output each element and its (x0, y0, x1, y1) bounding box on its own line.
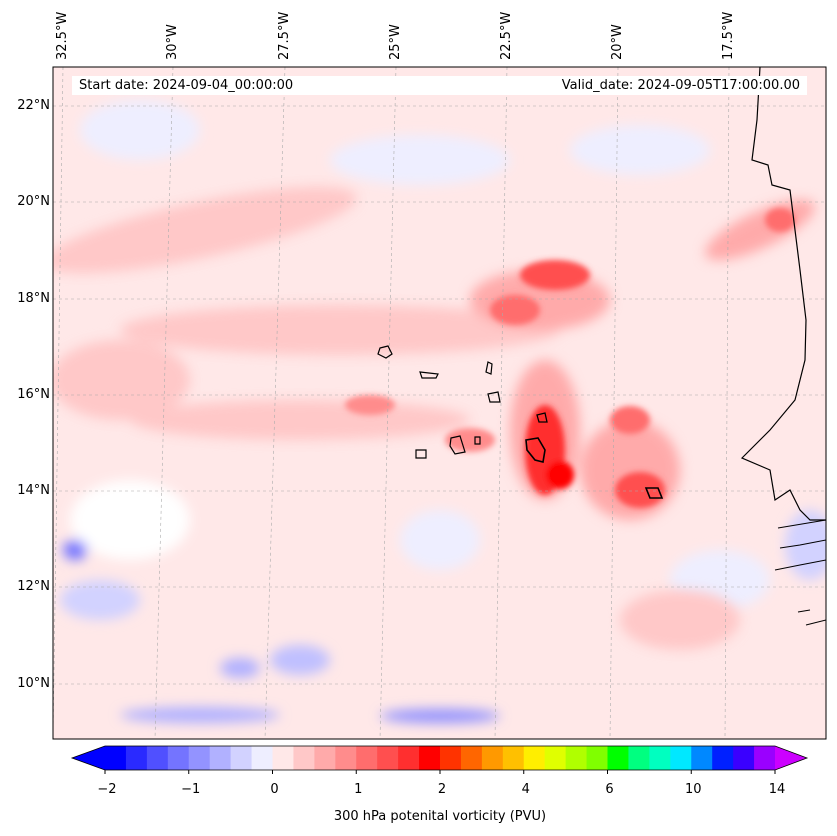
colorbar-tick-label: 6 (605, 782, 614, 797)
colorbar-swatch (712, 746, 734, 770)
lat-label-20n: 20°N (17, 194, 50, 209)
colorbar-swatch (105, 746, 127, 770)
lon-label-32-5w: 32.5°W (55, 11, 70, 60)
colorbar-swatch (691, 746, 713, 770)
colorbar-swatch (586, 746, 608, 770)
colorbar-tick-label: 1 (354, 782, 363, 797)
lon-label-17-5w: 17.5°W (721, 11, 736, 60)
colorbar-swatch (356, 746, 378, 770)
colorbar-swatch (209, 746, 232, 770)
colorbar-tick-label: −1 (181, 782, 201, 797)
lat-label-22n: 22°N (17, 98, 50, 113)
lon-label-20w: 20°W (610, 24, 625, 60)
colorbar-swatch (272, 746, 294, 770)
colorbar-swatch (733, 746, 755, 770)
colorbar-tick-label: 2 (437, 782, 447, 797)
lat-label-12n: 12°N (17, 579, 50, 594)
lat-label-14n: 14°N (17, 483, 50, 498)
valid-date-text: Valid_date: 2024-09-05T17:00:00.00 (561, 78, 800, 93)
colorbar-swatch (670, 746, 692, 770)
colorbar-swatch (754, 746, 776, 770)
colorbar-swatch (125, 746, 148, 770)
colorbar-swatch (419, 746, 441, 770)
lon-label-27-5w: 27.5°W (277, 11, 292, 60)
colorbar-swatch (335, 746, 357, 770)
colorbar-swatch (293, 746, 315, 770)
colorbar-swatch (188, 746, 211, 770)
colorbar-swatch (481, 746, 504, 770)
colorbar-swatch (502, 746, 525, 770)
colorbar-swatch (251, 746, 273, 770)
colorbar-swatch (314, 746, 336, 770)
map-frame (52, 66, 827, 740)
lon-label-25w: 25°W (388, 24, 403, 60)
colorbar-swatch (167, 746, 190, 770)
coastlines (377, 67, 826, 626)
colorbar-swatch (398, 746, 420, 770)
colorbar-swatch (377, 746, 399, 770)
lon-label-30w: 30°W (165, 24, 180, 60)
lon-label-22-5w: 22.5°W (499, 11, 514, 60)
colorbar-swatch (146, 746, 169, 770)
colorbar-swatch (565, 746, 588, 770)
date-header: Start date: 2024-09-04_00:00:00 Valid_da… (72, 76, 807, 95)
start-date-text: Start date: 2024-09-04_00:00:00 (79, 78, 294, 93)
colorbar-tick-label: 14 (768, 782, 786, 797)
gridlines (53, 67, 826, 739)
colorbar-swatch (628, 746, 650, 770)
lat-label-18n: 18°N (17, 291, 50, 306)
colorbar-extend-max (775, 746, 807, 770)
colorbar-tick-label: 0 (270, 782, 279, 797)
colorbar-swatch (460, 746, 483, 770)
colorbar-tick-label: 10 (684, 782, 702, 797)
pv-high-regions (53, 186, 815, 650)
colorbar-swatch (649, 746, 671, 770)
colorbar-extend-min (72, 746, 105, 770)
colorbar-swatch (607, 746, 629, 770)
colorbar-swatch (523, 746, 546, 770)
colorbar-swatch (230, 746, 253, 770)
colorbar-swatch (544, 746, 567, 770)
lat-label-10n: 10°N (17, 676, 50, 691)
colorbar-tick-label: 4 (521, 782, 530, 797)
map-plot-area (53, 67, 826, 739)
colorbar-label: 300 hPa potenital vorticity (PVU) (333, 809, 547, 824)
colorbar-tick-label: −2 (97, 782, 117, 797)
colorbar-swatch (440, 746, 462, 770)
pv-core-regions (345, 208, 795, 508)
lat-label-16n: 16°N (17, 387, 50, 402)
colorbar (70, 745, 809, 774)
